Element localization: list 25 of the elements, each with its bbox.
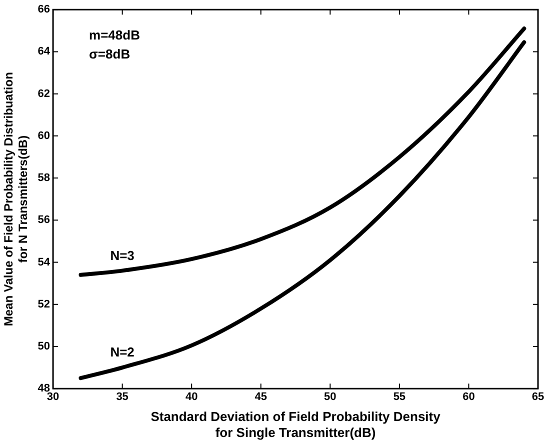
x-tick-label: 40 [185,391,198,404]
x-tick-label: 55 [393,391,406,404]
series-label: N=3 [110,248,134,263]
x-tick-label: 60 [462,391,475,404]
line-series [78,26,526,277]
annotation: σ=8dB [89,46,130,62]
x-tick-label: 65 [532,391,544,404]
y-tick-label: 62 [38,88,50,100]
line-series [78,40,526,380]
y-tick-label: 58 [38,172,50,184]
y-tick-label: 50 [38,340,50,353]
x-tick-label: 50 [324,391,336,404]
y-tick-label: 52 [38,298,50,310]
annotation: m=48dB [89,28,140,43]
y-axis-title: Mean Value of Field Probability Distribuation for N Transmitters(dB) [2,72,30,326]
y-tick-label: 54 [38,256,51,268]
x-tick-label: 30 [46,391,60,404]
series-label: N=2 [110,344,134,360]
x-axis-title: Standard Deviation of Field Probability Density for Single Transmitter(dB) [150,409,442,440]
y-tick-label: 64 [38,46,51,58]
y-tick-label: 66 [38,4,50,16]
x-tick-label: 35 [116,391,128,404]
y-tick-label: 60 [38,130,50,142]
x-tick-label: 45 [254,391,267,404]
y-tick-label: 56 [38,214,50,226]
